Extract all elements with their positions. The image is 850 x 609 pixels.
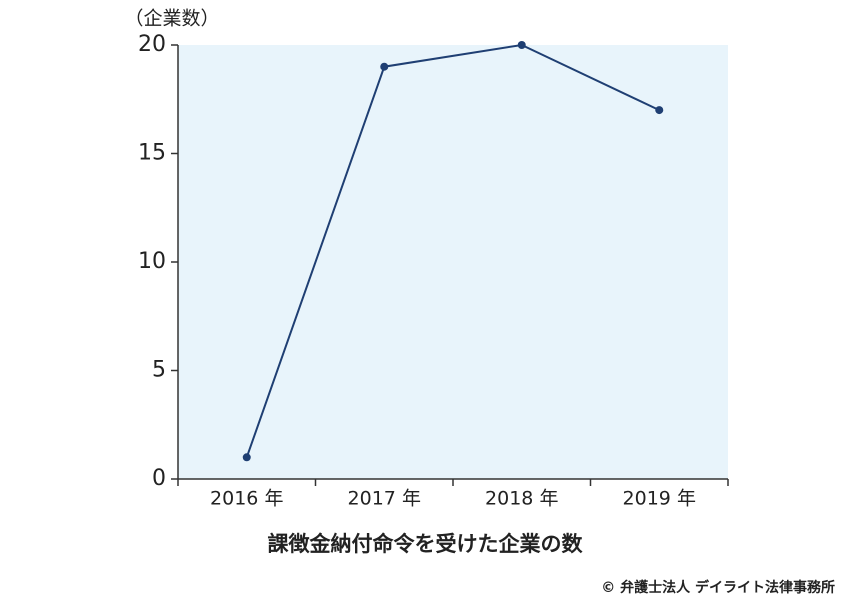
y-tick-label: 10 — [138, 249, 166, 274]
y-tick-label: 0 — [152, 466, 166, 491]
point — [242, 453, 251, 462]
credit: © 弁護士法人 デイライト法律事務所 — [601, 579, 835, 596]
plot-background — [178, 45, 728, 479]
chart-title: 課徴金納付命令を受けた企業の数 — [268, 532, 584, 556]
y-tick-label: 20 — [138, 32, 166, 57]
point — [517, 41, 526, 49]
line — [245, 43, 660, 458]
point — [380, 62, 389, 71]
x-tick-label: 2018 年 — [485, 488, 558, 510]
y-axis-label: （企業数） — [124, 8, 219, 30]
y-tick-label: 15 — [138, 141, 166, 166]
x-tick-label: 2016 年 — [210, 488, 283, 510]
y-tick-label: 5 — [152, 358, 166, 383]
point — [655, 106, 664, 115]
x-tick-label: 2017 年 — [348, 488, 421, 510]
x-tick-label: 2019 年 — [623, 488, 696, 510]
